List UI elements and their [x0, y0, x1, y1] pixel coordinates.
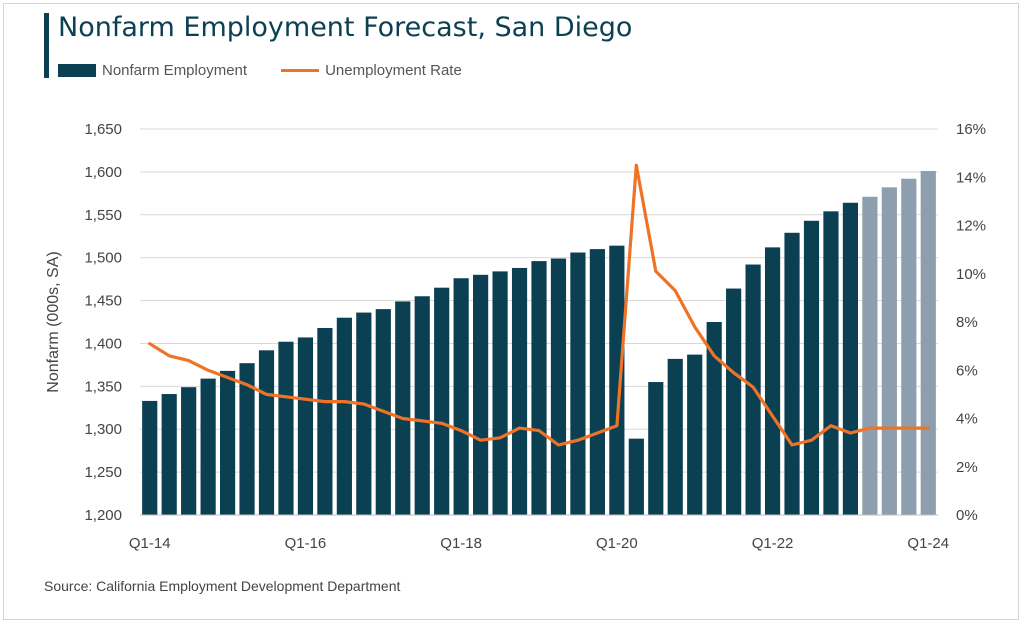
bar: [609, 245, 625, 515]
y-tick-label: 1,650: [84, 121, 122, 138]
bar: [842, 202, 859, 515]
bar: [550, 258, 567, 515]
title-accent-bar: [44, 13, 49, 78]
unemployment-rate-line: [148, 163, 930, 447]
bar: [434, 287, 450, 515]
x-tick-label: Q1-22: [752, 535, 794, 552]
y2-tick-label: 10%: [956, 266, 986, 283]
bar: [628, 438, 644, 515]
y-tick-label: 1,350: [84, 378, 122, 395]
y2-tick-label: 2%: [956, 459, 978, 476]
bar: [258, 350, 275, 515]
y-tick-label: 1,300: [84, 421, 122, 438]
x-tick-label: Q1-14: [129, 535, 171, 552]
y2-tick-label: 14%: [956, 169, 986, 186]
bar: [531, 261, 547, 515]
y-tick-label: 1,450: [84, 293, 122, 310]
y2-tick-label: 0%: [956, 507, 978, 524]
bar: [317, 328, 333, 515]
y-tick-label: 1,400: [84, 335, 122, 352]
bar: [881, 187, 897, 515]
chart-title: Nonfarm Employment Forecast, San Diego: [58, 12, 633, 43]
y2-tick-label: 6%: [956, 362, 978, 379]
bar: [726, 288, 742, 515]
bar: [473, 274, 489, 515]
bar: [414, 296, 430, 515]
bar: [453, 278, 469, 515]
source-note: Source: California Employment Developmen…: [44, 578, 401, 594]
legend-swatch-nonfarm: [58, 64, 96, 77]
bar: [278, 341, 294, 515]
bar: [181, 387, 197, 515]
bar: [803, 220, 820, 515]
bar: [200, 378, 216, 515]
legend-label-nonfarm: Nonfarm Employment: [102, 62, 248, 79]
bar: [901, 178, 917, 516]
bar: [356, 312, 372, 515]
bar: [784, 232, 800, 515]
y-tick-label: 1,200: [84, 507, 122, 524]
bar: [862, 196, 878, 515]
bar: [239, 363, 255, 515]
y-tick-label: 1,550: [84, 207, 122, 224]
legend: Nonfarm Employment Unemployment Rate: [58, 62, 462, 79]
bar: [687, 354, 703, 515]
bar: [395, 301, 411, 515]
bar: [570, 252, 586, 515]
y-tick-label: 1,250: [84, 464, 122, 481]
bar: [142, 400, 158, 515]
y2-tick-label: 4%: [956, 411, 978, 428]
bar: [161, 394, 177, 515]
y2-tick-label: 8%: [956, 314, 978, 331]
bar: [706, 322, 722, 515]
bar: [667, 358, 683, 515]
bar: [589, 249, 605, 516]
x-tick-label: Q1-20: [596, 535, 638, 552]
bar: [511, 267, 528, 515]
x-tick-label: Q1-24: [907, 535, 949, 552]
bar: [297, 337, 314, 515]
y2-tick-label: 16%: [956, 121, 986, 138]
bar: [336, 317, 352, 515]
bar: [219, 370, 236, 515]
y-axis-label: Nonfarm (000s, SA): [45, 251, 62, 392]
bar: [823, 211, 839, 515]
bar: [492, 271, 508, 515]
y-tick-label: 1,500: [84, 250, 122, 267]
y-tick-label: 1,600: [84, 164, 122, 181]
bar: [920, 171, 936, 515]
y2-tick-label: 12%: [956, 218, 986, 235]
x-tick-label: Q1-16: [285, 535, 327, 552]
legend-swatch-unemployment: [281, 69, 320, 72]
bar: [764, 247, 781, 515]
x-tick-label: Q1-18: [440, 535, 482, 552]
legend-label-unemployment: Unemployment Rate: [325, 62, 462, 79]
bar: [648, 382, 664, 515]
